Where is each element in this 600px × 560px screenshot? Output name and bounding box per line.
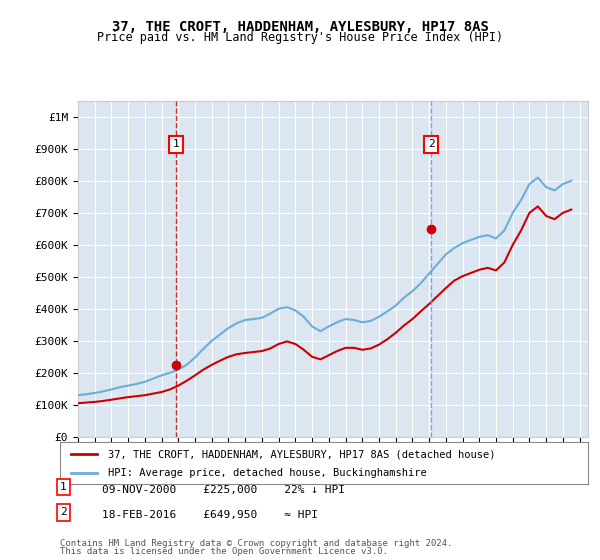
Text: Price paid vs. HM Land Registry's House Price Index (HPI): Price paid vs. HM Land Registry's House … (97, 31, 503, 44)
Text: HPI: Average price, detached house, Buckinghamshire: HPI: Average price, detached house, Buck… (107, 468, 426, 478)
Text: 37, THE CROFT, HADDENHAM, AYLESBURY, HP17 8AS (detached house): 37, THE CROFT, HADDENHAM, AYLESBURY, HP1… (107, 449, 495, 459)
Text: 09-NOV-2000    £225,000    22% ↓ HPI: 09-NOV-2000 £225,000 22% ↓ HPI (102, 485, 345, 495)
Text: 1: 1 (60, 482, 67, 492)
Text: 1: 1 (173, 139, 179, 150)
Text: This data is licensed under the Open Government Licence v3.0.: This data is licensed under the Open Gov… (60, 548, 388, 557)
Text: 2: 2 (60, 507, 67, 517)
Text: 2: 2 (428, 139, 434, 150)
Text: Contains HM Land Registry data © Crown copyright and database right 2024.: Contains HM Land Registry data © Crown c… (60, 539, 452, 548)
Text: 18-FEB-2016    £649,950    ≈ HPI: 18-FEB-2016 £649,950 ≈ HPI (102, 510, 318, 520)
Text: 37, THE CROFT, HADDENHAM, AYLESBURY, HP17 8AS: 37, THE CROFT, HADDENHAM, AYLESBURY, HP1… (112, 20, 488, 34)
